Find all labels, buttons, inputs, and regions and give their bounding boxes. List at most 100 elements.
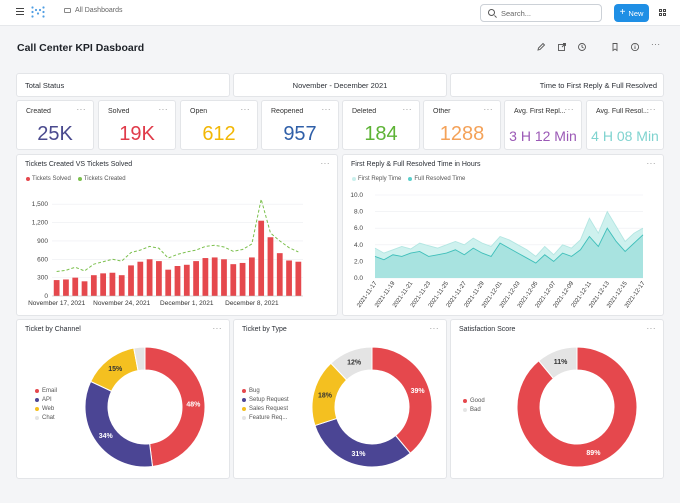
donut-slice-good[interactable]	[516, 346, 638, 468]
channel-chart-more-icon[interactable]: ···	[212, 324, 222, 333]
legend-item-full-resolved[interactable]: Full Resolved Time	[408, 176, 465, 182]
kpi-more-icon[interactable]: ···	[564, 105, 574, 114]
kpi-more-icon[interactable]: ···	[321, 105, 331, 114]
logo-icon[interactable]	[31, 6, 45, 18]
search-input[interactable]	[501, 7, 597, 19]
legend-item[interactable]: Bad	[463, 405, 485, 414]
legend-item[interactable]: Setup Request	[242, 395, 289, 404]
legend-item[interactable]: Good	[463, 396, 485, 405]
tickets-chart-more-icon[interactable]: ···	[320, 159, 330, 168]
donut-slice-setup-request[interactable]	[314, 417, 411, 468]
bar-tickets-solved[interactable]	[239, 262, 246, 296]
kpi-label: Avg. First Repl...	[514, 108, 566, 115]
donut-slice-bad[interactable]	[538, 346, 578, 380]
bar-tickets-solved[interactable]	[221, 259, 227, 296]
bar-tickets-solved[interactable]	[286, 260, 292, 296]
donut-slice-bug[interactable]	[371, 346, 433, 454]
donut-slice-api[interactable]	[84, 380, 154, 468]
bookmark-icon[interactable]	[610, 42, 620, 52]
kpi-more-icon[interactable]: ···	[158, 105, 168, 114]
full-resolved-line[interactable]	[374, 227, 644, 264]
satisfaction-chart-legend: Good Bad	[463, 396, 485, 414]
reply-chart-more-icon[interactable]: ···	[646, 159, 656, 168]
bar-tickets-solved[interactable]	[128, 265, 134, 296]
legend-item[interactable]: Web	[35, 404, 57, 413]
bar-tickets-solved[interactable]	[183, 264, 190, 296]
kpi-more-icon[interactable]: ···	[646, 105, 656, 114]
bar-tickets-solved[interactable]	[53, 280, 60, 296]
new-button-label: New	[628, 8, 644, 18]
donut-slice-email[interactable]	[144, 346, 206, 468]
y-tick-label: 0.0	[354, 275, 363, 282]
apps-grid-icon[interactable]	[659, 9, 666, 16]
breadcrumb-label[interactable]: All Dashboards	[75, 7, 123, 14]
bar-tickets-solved[interactable]	[81, 281, 88, 296]
channel-chart-legend: Email API Web Chat	[35, 386, 57, 422]
bar-tickets-solved[interactable]	[118, 275, 125, 296]
bar-tickets-solved[interactable]	[146, 259, 153, 296]
bar-tickets-solved[interactable]	[230, 264, 237, 296]
y-tick-label: 900	[37, 238, 48, 245]
breadcrumb[interactable]: All Dashboards	[64, 7, 122, 14]
y-tick-label: 6.0	[354, 225, 363, 232]
bar-tickets-solved[interactable]	[193, 261, 199, 296]
legend-item[interactable]: Sales Request	[242, 404, 289, 413]
page-title: Call Center KPI Dasboard	[17, 42, 145, 54]
bar-tickets-solved[interactable]	[165, 269, 172, 296]
history-icon[interactable]	[577, 42, 587, 52]
bar-tickets-solved[interactable]	[90, 275, 97, 296]
legend-item-solved[interactable]: Tickets Solved	[26, 176, 71, 182]
kpi-more-icon[interactable]: ···	[402, 105, 412, 114]
kpi-more-icon[interactable]: ···	[240, 105, 250, 114]
kpi-more-icon[interactable]: ···	[76, 105, 86, 114]
type-chart-more-icon[interactable]: ···	[429, 324, 439, 333]
channel-chart-plot: 48% 34% 15%	[84, 346, 206, 468]
donut-slice-label: 18%	[318, 392, 333, 399]
bar-tickets-solved[interactable]	[63, 279, 69, 296]
kpi-value: 25K	[37, 123, 73, 145]
bar-tickets-solved[interactable]	[211, 257, 218, 296]
satisfaction-chart-card: Satisfaction Score ··· Good Bad 89% 11%	[450, 319, 664, 479]
plus-icon: +	[619, 7, 626, 18]
bar-tickets-solved[interactable]	[248, 257, 255, 296]
donut-slice-chat[interactable]	[133, 346, 146, 372]
legend-item-first-reply[interactable]: First Reply Time	[352, 176, 401, 182]
y-tick-label: 8.0	[354, 209, 363, 216]
info-icon[interactable]	[630, 42, 640, 52]
menu-icon[interactable]	[16, 8, 24, 15]
bar-tickets-solved[interactable]	[276, 253, 283, 296]
tickets-chart-card: Tickets Created VS Tickets Solved ··· Ti…	[16, 154, 338, 316]
bar-tickets-solved[interactable]	[258, 220, 265, 296]
edit-icon[interactable]	[536, 42, 546, 52]
legend-item[interactable]: API	[35, 395, 57, 404]
legend-item[interactable]: Feature Req...	[242, 413, 289, 422]
legend-item[interactable]: Bug	[242, 386, 289, 395]
type-chart-plot: 39% 31% 18% 12%	[311, 346, 433, 468]
legend-item[interactable]: Email	[35, 386, 57, 395]
first-reply-line[interactable]	[374, 210, 644, 258]
new-button[interactable]: + New	[614, 4, 649, 22]
bar-tickets-solved[interactable]	[202, 258, 209, 296]
total-status-label: Total Status	[25, 80, 65, 90]
donut-slice-feature-req-[interactable]	[330, 346, 373, 381]
bar-tickets-solved[interactable]	[137, 261, 144, 296]
kpi-card-avg-full-resol: Avg. Full Resol... ··· 4 H 08 Min	[586, 100, 664, 150]
bar-tickets-solved[interactable]	[267, 237, 274, 296]
satisfaction-chart-more-icon[interactable]: ···	[646, 324, 656, 333]
type-chart-title: Ticket by Type	[242, 326, 287, 333]
channel-chart-title: Ticket by Channel	[25, 326, 81, 333]
kpi-more-icon[interactable]: ···	[483, 105, 493, 114]
legend-item[interactable]: Chat	[35, 413, 57, 422]
bar-tickets-solved[interactable]	[72, 277, 79, 296]
bar-tickets-solved[interactable]	[109, 272, 116, 296]
bar-tickets-solved[interactable]	[156, 261, 162, 296]
bar-tickets-solved[interactable]	[295, 261, 302, 296]
search-box[interactable]	[480, 4, 602, 22]
bar-tickets-solved[interactable]	[100, 273, 107, 296]
kpi-card-other: Other ··· 1288	[423, 100, 501, 150]
legend-item-created[interactable]: Tickets Created	[77, 176, 126, 182]
satisfaction-chart-plot: 89% 11%	[516, 346, 638, 468]
share-icon[interactable]	[557, 42, 567, 52]
bar-tickets-solved[interactable]	[174, 266, 181, 296]
more-icon[interactable]: ···	[651, 40, 661, 49]
